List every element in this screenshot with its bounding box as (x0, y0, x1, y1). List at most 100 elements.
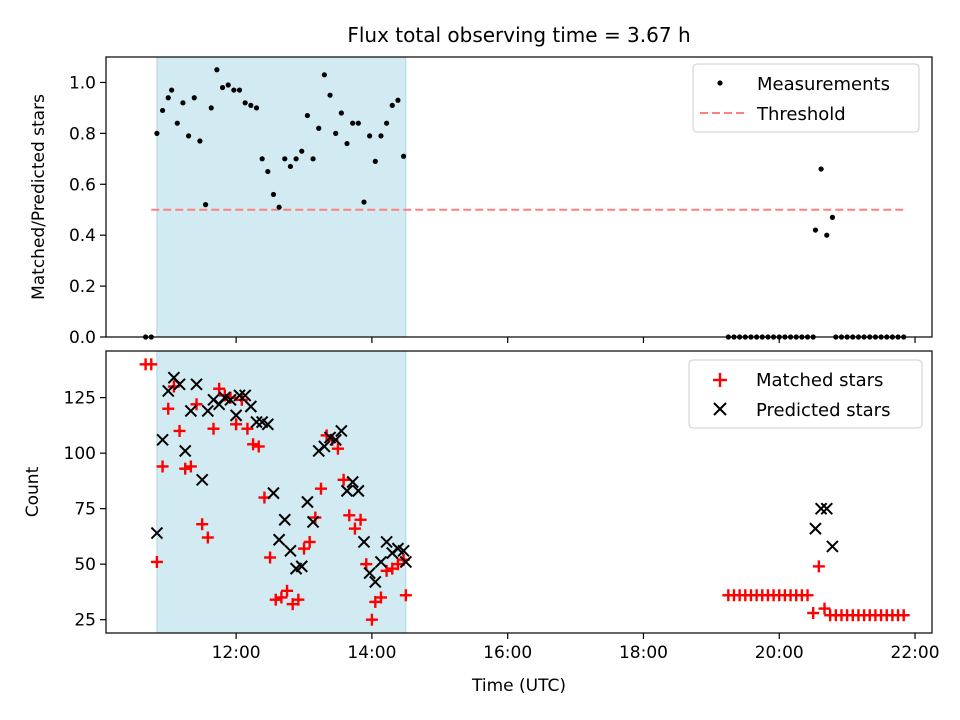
predicted-stars-points (150, 371, 839, 589)
predicted-star-point (244, 400, 258, 413)
matched-star-point (247, 438, 260, 451)
measurement-point (333, 130, 339, 136)
matched-star-point (196, 518, 209, 531)
measurement-point (372, 158, 378, 164)
matched-star-point (399, 589, 412, 602)
predicted-star-point (229, 409, 243, 422)
predicted-star-point (150, 526, 164, 540)
measurement-point (159, 107, 166, 114)
predicted-star-point (250, 415, 263, 429)
measurement-point (299, 148, 305, 154)
matched-star-point (252, 440, 265, 453)
measurement-point (327, 92, 333, 98)
predicted-star-point (201, 404, 215, 418)
measurement-point (367, 133, 373, 139)
matched-star-point (156, 460, 169, 473)
predicted-star-point (363, 566, 376, 580)
observing-window-shade (156, 350, 407, 634)
predicted-star-point (814, 502, 828, 515)
predicted-star-point (369, 575, 382, 589)
measurement-point (248, 102, 254, 108)
measurement-point (197, 138, 203, 144)
y-tick-label: 0.6 (69, 175, 96, 195)
predicted-star-point (173, 378, 186, 391)
matched-star-point (207, 422, 220, 435)
y-tick-label: 125 (64, 389, 96, 409)
predicted-star-point (224, 393, 237, 407)
measurement-point (384, 120, 390, 126)
matched-star-point (801, 589, 814, 602)
measurement-point (231, 87, 237, 93)
top-legend: Measurements Threshold (692, 63, 920, 133)
y-tick-label: 1.0 (69, 73, 96, 93)
top-y-axis-label: Matched/Predicted stars (29, 94, 49, 300)
measurement-point (214, 67, 220, 73)
measurement-point (310, 156, 316, 162)
measurement-point (321, 72, 327, 78)
measurement-point (174, 120, 180, 126)
matched-star-point (201, 531, 214, 544)
matched-star-point (184, 460, 197, 473)
measurement-point (829, 214, 836, 220)
predicted-star-point (162, 384, 175, 398)
measurement-point (265, 168, 271, 175)
predicted-star-point (184, 404, 198, 418)
predicted-star-point (272, 533, 286, 546)
matched-star-point (343, 509, 356, 522)
measurement-point (259, 156, 265, 162)
y-tick-label: 100 (64, 444, 96, 464)
matched-star-point (360, 558, 373, 571)
matched-star-point (173, 424, 186, 437)
predicted-star-point (190, 378, 203, 391)
matched-star-point (179, 462, 192, 475)
predicted-star-point (278, 513, 291, 526)
y-tick-label: 50 (74, 555, 96, 575)
legend-matched-marker (713, 373, 727, 387)
predicted-star-point (267, 486, 280, 500)
predicted-star-point (295, 560, 308, 573)
measurement-point (400, 153, 407, 159)
measurement-point (812, 227, 819, 233)
matched-star-point (303, 535, 316, 548)
x-tick-label: 20:00 (755, 643, 804, 663)
measurement-point (378, 133, 384, 139)
matched-star-point (162, 402, 175, 415)
y-tick-label: 0.2 (69, 277, 96, 297)
y-tick-label: 0.0 (69, 328, 96, 348)
predicted-star-point (195, 473, 209, 486)
matched-star-point (190, 398, 203, 411)
bottom-legend: Matched stars Predicted stars (688, 359, 923, 429)
bottom-panel: 12:00 14:00 16:00 18:00 20:00 22:00 25 50 75 100 1… (23, 350, 940, 663)
x-tick-label: 12:00 (212, 643, 261, 663)
matched-star-point (281, 584, 294, 597)
measurement-point (219, 84, 226, 91)
measurement-point (186, 133, 192, 139)
top-plot-frame (105, 56, 933, 338)
matched-star-point (269, 593, 282, 606)
measurement-point (293, 156, 299, 162)
y-tick-label: 75 (74, 500, 96, 520)
predicted-star-point (261, 418, 275, 431)
measurement-point (350, 120, 356, 126)
x-tick-label: 22:00 (891, 643, 940, 663)
predicted-star-point (380, 535, 393, 549)
y-tick-label: 0.4 (69, 226, 96, 246)
matched-star-point (374, 591, 387, 604)
x-axis-label: Time (UTC) (471, 676, 566, 696)
predicted-star-point (306, 515, 320, 529)
measurement-point (344, 140, 350, 147)
predicted-star-point (374, 555, 388, 569)
matched-star-point (230, 418, 243, 431)
measurement-point (818, 166, 824, 172)
measurement-point (395, 97, 401, 103)
matched-star-point (897, 609, 910, 622)
legend-threshold-label: Threshold (756, 104, 846, 125)
legend-matched-label: Matched stars (756, 370, 883, 391)
top-panel: 0.0 0.2 0.4 0.6 0.8 1.0 Matched/Predicted sta… (29, 56, 933, 348)
measurement-point (191, 95, 197, 101)
predicted-star-point (809, 522, 822, 535)
observing-window-shade (156, 56, 407, 338)
predicted-star-point (329, 433, 342, 447)
measurement-point (361, 199, 367, 205)
